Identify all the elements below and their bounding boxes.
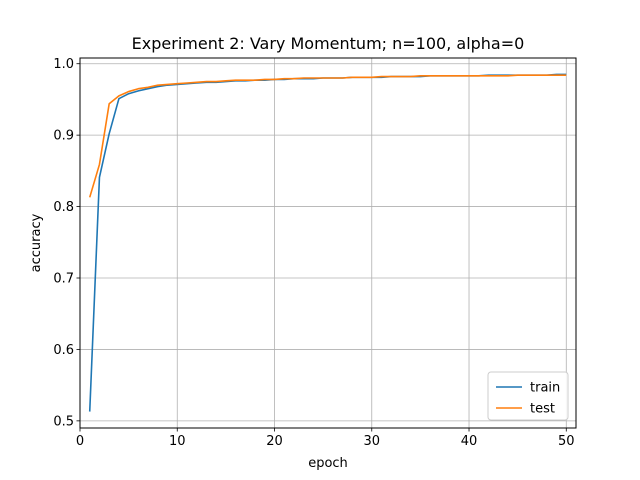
y-tick-label: 0.9 [53, 129, 74, 144]
x-tick-label: 30 [363, 434, 380, 449]
x-tick-label: 40 [461, 434, 478, 449]
chart-title: Experiment 2: Vary Momentum; n=100, alph… [132, 34, 525, 53]
grid [79, 58, 576, 428]
plot-frame [79, 57, 577, 429]
x-tick-label: 50 [558, 434, 575, 449]
legend-box [487, 371, 569, 421]
y-axis-label: accuracy [29, 213, 44, 272]
y-tick-label: 1.0 [53, 57, 74, 72]
x-tick-label: 0 [76, 434, 84, 449]
legend-label-train: train [530, 381, 560, 396]
y-tick-label: 0.8 [53, 200, 74, 215]
y-tick-label: 0.5 [53, 414, 74, 429]
x-tick-label: 20 [266, 434, 283, 449]
series-line-test [88, 74, 567, 198]
legend-label-test: test [530, 402, 555, 417]
x-tick-label: 10 [169, 434, 186, 449]
ticks: 0 10 20 30 40 50 0.5 0.6 0.7 0.8 0.9 1.0 [53, 57, 574, 449]
x-axis-label: epoch [308, 456, 348, 471]
series-lines [88, 73, 567, 412]
y-tick-label: 0.6 [53, 343, 74, 358]
y-tick-label: 0.7 [53, 272, 74, 287]
legend: train test [487, 371, 569, 421]
